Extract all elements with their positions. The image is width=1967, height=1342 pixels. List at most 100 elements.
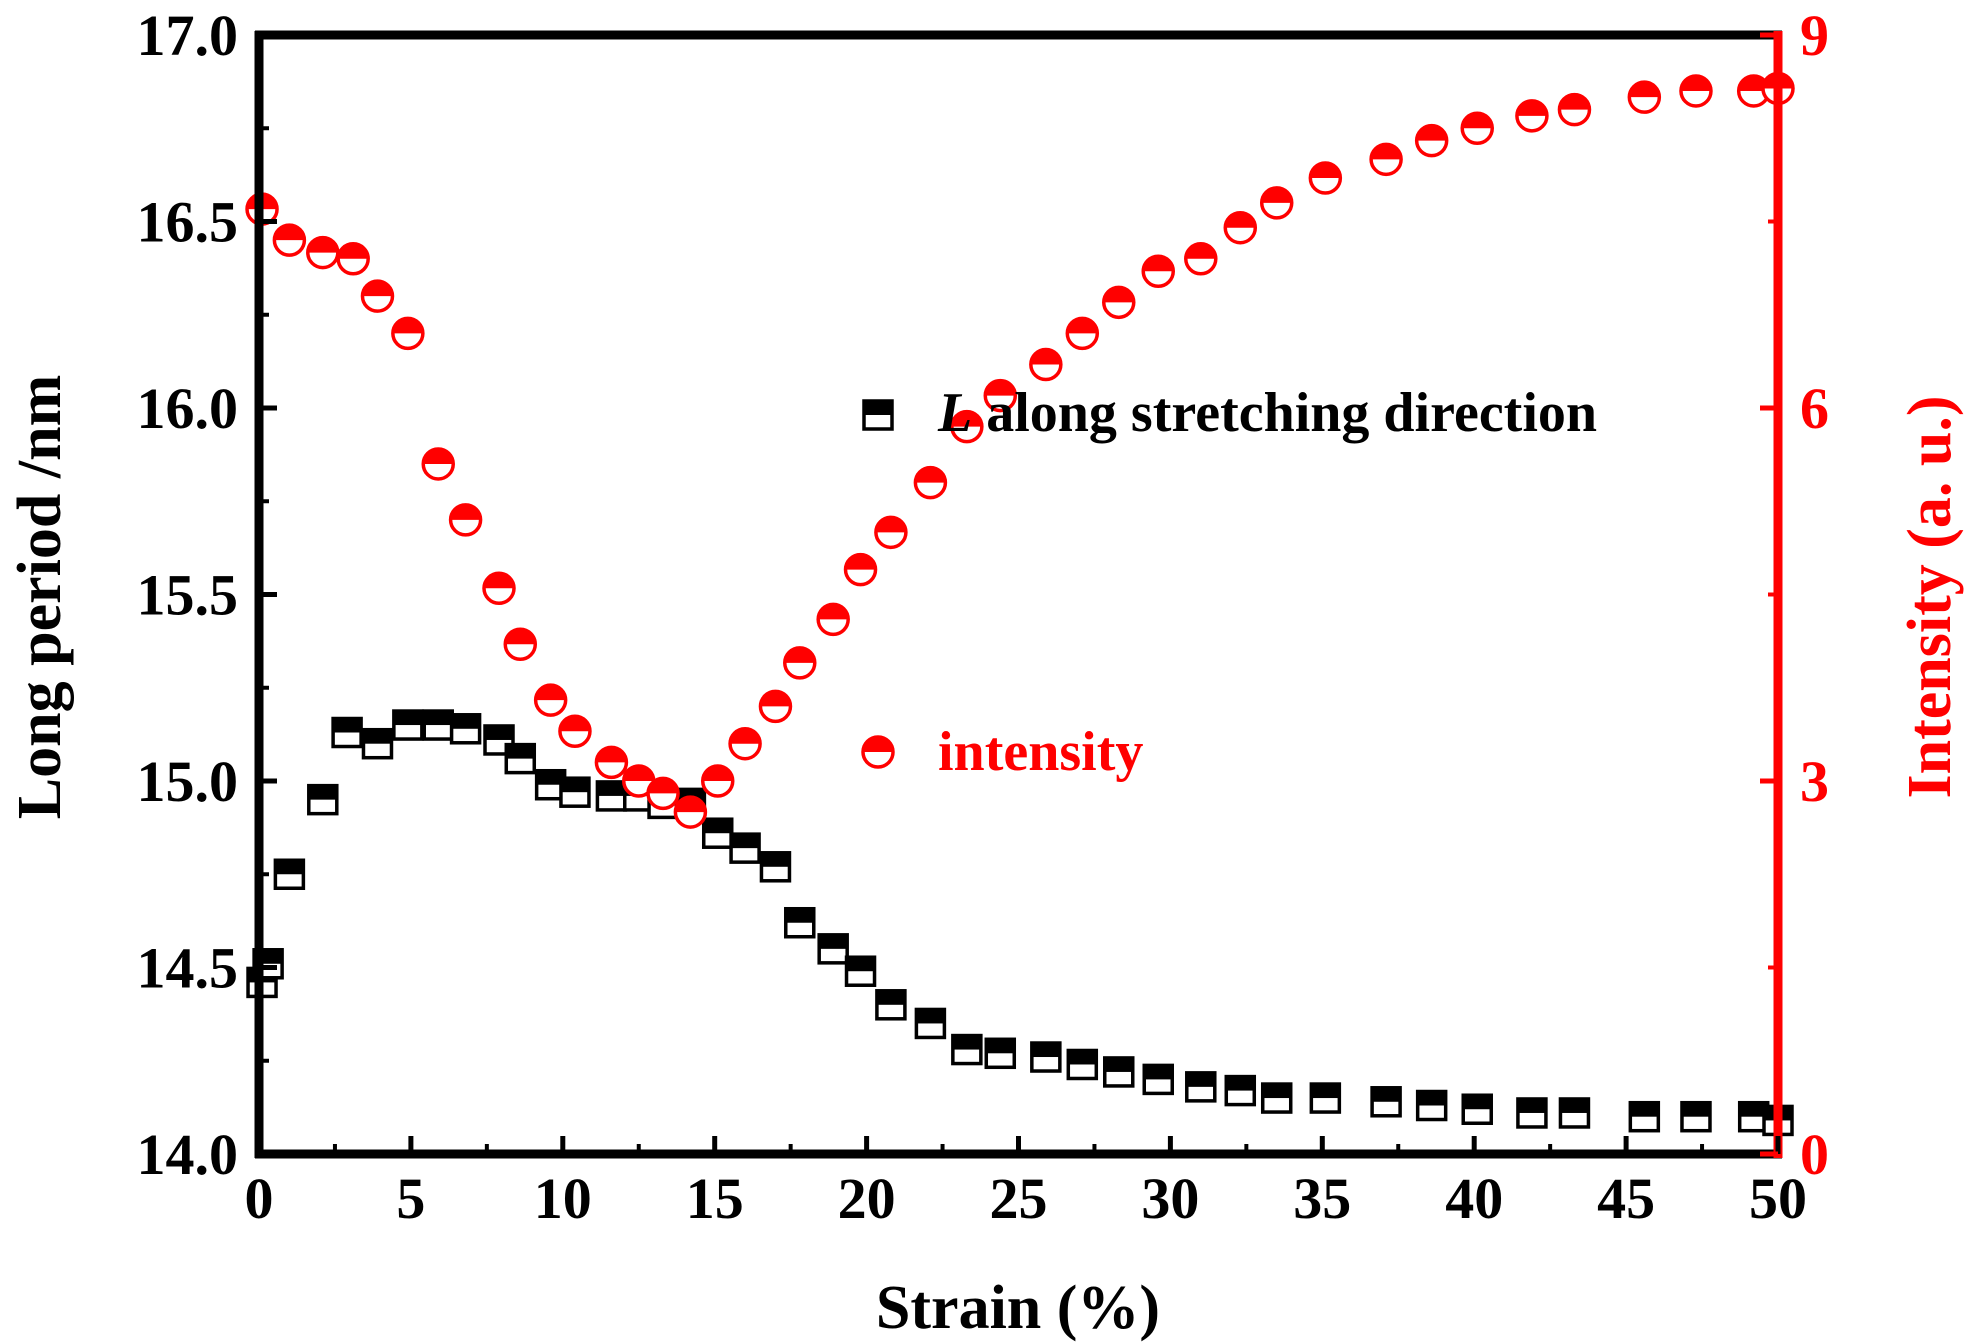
data-point-long-period — [331, 716, 363, 749]
y-left-tick-label: 17.0 — [137, 3, 239, 68]
legend-circle-marker — [861, 735, 895, 769]
data-point-long-period — [449, 713, 482, 745]
data-point-long-period — [1370, 1086, 1402, 1118]
data-point-long-period — [914, 1007, 947, 1040]
legend-label-intensity: intensity — [938, 721, 1143, 783]
data-point-intensity — [1102, 285, 1136, 320]
data-point-long-period — [1103, 1056, 1135, 1088]
x-tick-label: 30 — [1141, 1166, 1199, 1231]
y-right-tick-label: 0 — [1800, 1122, 1829, 1187]
data-point-long-period — [1066, 1048, 1099, 1081]
data-point-intensity — [558, 714, 592, 749]
data-point-intensity — [983, 378, 1018, 413]
legend-label-long-period: L along stretching direction — [937, 382, 1597, 444]
data-point-long-period — [817, 933, 849, 965]
y-left-tick-label: 16.5 — [137, 190, 239, 255]
data-point-intensity — [874, 515, 908, 550]
data-point-intensity — [1308, 161, 1343, 195]
data-point-long-period — [422, 709, 454, 741]
data-point-long-period — [951, 1033, 983, 1066]
data-point-intensity — [622, 764, 656, 798]
data-point-long-period — [875, 989, 907, 1021]
data-point-long-period — [1558, 1097, 1591, 1129]
legend-marker-intensity — [861, 735, 895, 769]
data-point-long-period — [729, 832, 761, 864]
data-point-intensity — [306, 235, 340, 270]
data-point-intensity — [1414, 123, 1449, 158]
data-point-long-period — [1415, 1089, 1448, 1122]
data-point-long-period — [1030, 1041, 1062, 1073]
data-point-long-period — [701, 817, 734, 849]
data-point-intensity — [673, 795, 708, 829]
data-point-intensity — [482, 571, 516, 606]
data-point-intensity — [1223, 210, 1258, 245]
data-point-intensity — [1259, 186, 1294, 220]
y-left-tick-label: 14.0 — [137, 1122, 239, 1187]
data-point-long-period — [1309, 1082, 1342, 1114]
y-right-tick-label: 9 — [1800, 3, 1829, 68]
data-point-intensity — [1557, 92, 1592, 127]
legend-square-marker — [862, 399, 894, 431]
data-point-long-period — [984, 1037, 1017, 1070]
data-point-intensity — [843, 552, 878, 587]
data-point-long-period — [1680, 1100, 1712, 1133]
y-left-tick-label: 15.5 — [137, 563, 239, 628]
data-point-intensity — [1515, 99, 1549, 133]
data-point-intensity — [646, 776, 680, 811]
data-point-long-period — [784, 906, 816, 939]
axis-ticks — [256, 32, 1781, 1157]
x-tick-label: 10 — [534, 1166, 592, 1231]
data-point-long-period — [392, 709, 424, 741]
x-tick-label: 50 — [1749, 1166, 1807, 1231]
data-point-long-period — [1737, 1100, 1770, 1133]
y-axis-left-title: Long period /nm — [6, 375, 74, 819]
data-point-intensity — [421, 447, 455, 481]
legend: L along stretching direction intensity — [861, 382, 1597, 783]
data-point-long-period — [759, 851, 792, 883]
legend-marker-long-period — [862, 399, 894, 431]
data-point-intensity — [503, 627, 538, 661]
data-point-intensity — [1029, 347, 1063, 382]
data-point-intensity — [1679, 74, 1713, 108]
y-axis-right-title: Intensity (a. u.) — [1896, 395, 1964, 798]
y-left-tick-label: 16.0 — [137, 376, 239, 441]
data-point-intensity — [816, 602, 850, 637]
x-tick-label: 45 — [1597, 1166, 1655, 1231]
data-point-intensity — [1065, 316, 1100, 351]
data-point-intensity — [272, 223, 307, 257]
data-point-long-period — [1461, 1093, 1493, 1125]
data-point-intensity — [758, 689, 793, 724]
x-tick-label: 0 — [245, 1166, 274, 1231]
long-period-series — [246, 709, 1794, 1137]
data-point-intensity — [1460, 111, 1494, 145]
data-point-long-period — [1516, 1097, 1548, 1129]
data-point-intensity — [594, 745, 629, 780]
y-right-tick-label: 3 — [1800, 749, 1829, 814]
data-point-intensity — [1627, 80, 1662, 114]
data-point-long-period — [1260, 1082, 1293, 1114]
data-point-intensity — [336, 242, 370, 276]
data-point-intensity — [391, 316, 425, 351]
y-left-tick-label: 15.0 — [137, 749, 239, 814]
x-tick-label: 5 — [396, 1166, 425, 1231]
data-point-long-period — [1628, 1100, 1661, 1133]
data-point-long-period — [559, 776, 591, 808]
data-point-intensity — [728, 726, 762, 761]
data-point-intensity — [783, 646, 817, 680]
axis-tick-labels: 0 5 10 15 20 25 30 35 40 45 5014.014.515.015.516.0… — [137, 3, 1830, 1231]
x-tick-label: 35 — [1293, 1166, 1351, 1231]
y-right-tick-label: 6 — [1800, 376, 1829, 441]
x-tick-label: 15 — [686, 1166, 744, 1231]
data-point-intensity — [1184, 242, 1218, 276]
y-left-tick-label: 14.5 — [137, 936, 239, 1001]
data-point-long-period — [595, 780, 628, 812]
intensity-series — [245, 71, 1795, 829]
data-point-intensity — [913, 465, 948, 500]
data-point-long-period — [1185, 1071, 1217, 1103]
data-point-long-period — [504, 742, 537, 775]
data-point-intensity — [700, 764, 735, 798]
data-point-long-period — [273, 858, 306, 890]
data-point-long-period — [844, 955, 877, 987]
data-point-intensity — [360, 279, 395, 313]
x-tick-label: 40 — [1445, 1166, 1503, 1231]
